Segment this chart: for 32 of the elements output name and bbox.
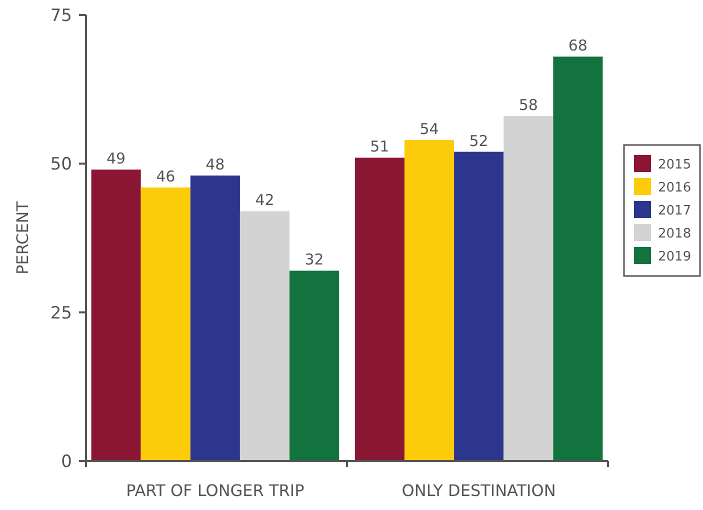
bar	[404, 140, 454, 461]
y-tick-label: 75	[50, 6, 72, 26]
legend-label: 2017	[658, 204, 692, 219]
y-tick-label: 0	[61, 452, 72, 472]
bar	[240, 211, 290, 461]
bar	[91, 170, 141, 461]
data-label: 58	[518, 96, 538, 114]
bar	[454, 152, 504, 461]
data-label: 51	[370, 138, 390, 156]
data-label: 42	[255, 191, 274, 210]
legend-label: 2016	[658, 180, 692, 196]
bar	[553, 56, 603, 461]
data-label: 52	[469, 132, 488, 150]
data-label: 68	[568, 36, 588, 55]
bar	[190, 176, 240, 461]
data-label: 54	[420, 120, 439, 138]
x-tick-label: ONLY DESTINATION	[402, 481, 556, 500]
bar	[504, 116, 554, 461]
y-tick-label: 25	[50, 303, 72, 324]
data-label: 32	[304, 250, 324, 269]
y-tick-label: 50	[50, 154, 72, 175]
legend-label: 2018	[658, 226, 692, 242]
legend-label: 2015	[658, 158, 692, 173]
bar	[290, 270, 340, 461]
data-label: 48	[206, 156, 225, 174]
legend-label: 2019	[658, 250, 692, 265]
bar	[140, 187, 190, 461]
y-axis-title: PERCENT	[13, 201, 32, 275]
data-label: 49	[106, 150, 126, 168]
x-tick-label: PART OF LONGER TRIP	[126, 481, 305, 500]
bar	[354, 158, 404, 461]
data-label: 46	[156, 167, 176, 186]
